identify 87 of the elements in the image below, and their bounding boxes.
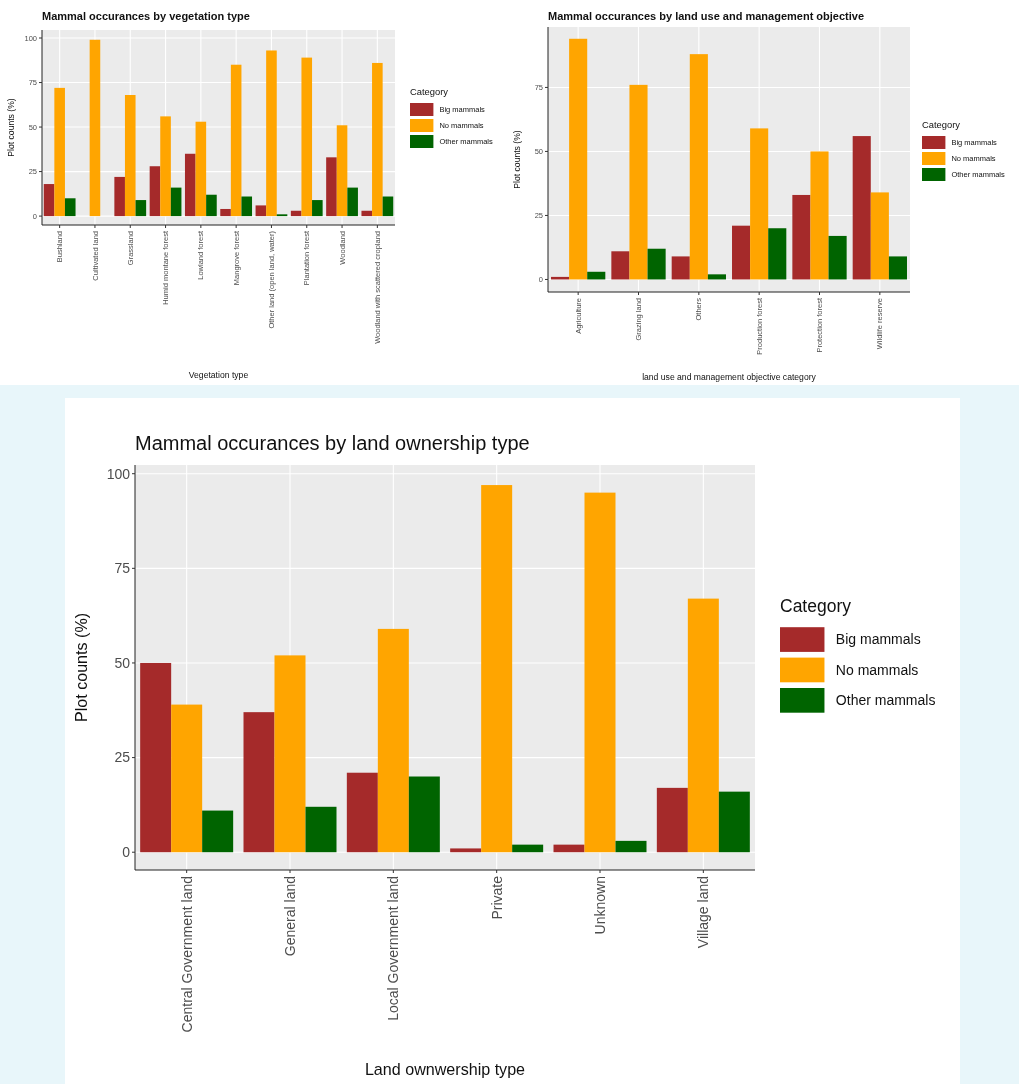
- bar: [647, 248, 666, 280]
- bar: [450, 848, 482, 853]
- legend-title: Category: [922, 120, 961, 130]
- legend-title: Category: [780, 596, 852, 616]
- x-tick-label: Village land: [695, 876, 712, 949]
- y-axis-title: Plot counts (%): [512, 130, 522, 189]
- bar: [615, 840, 647, 853]
- x-axis-title: Vegetation type: [188, 370, 249, 380]
- y-tick-label: 50: [114, 654, 131, 671]
- x-tick-label: Central Government land: [178, 876, 195, 1033]
- legend-label: Other mammals: [835, 692, 936, 709]
- bar: [195, 121, 207, 217]
- bar: [792, 194, 811, 280]
- bar: [140, 662, 172, 853]
- bar: [305, 806, 337, 853]
- bar: [629, 84, 648, 280]
- bar: [301, 57, 313, 217]
- chart-title: Mammal occurances by land use and management objective: [548, 10, 865, 22]
- bar: [707, 274, 726, 280]
- bar: [611, 251, 630, 280]
- bar: [828, 235, 847, 280]
- bar: [718, 791, 750, 853]
- bar: [243, 712, 275, 853]
- chart-title: Mammal occurances by vegetation type: [42, 10, 250, 22]
- legend-title: Category: [410, 87, 449, 97]
- bar: [481, 485, 513, 853]
- bar: [732, 225, 751, 280]
- bar: [569, 38, 588, 280]
- bar: [54, 87, 65, 217]
- bar: [382, 196, 394, 217]
- bar: [160, 116, 171, 217]
- bar: [336, 125, 348, 217]
- bar: [149, 166, 161, 217]
- bar: [170, 187, 182, 217]
- bar: [43, 184, 55, 217]
- x-tick-label: Unknown: [591, 876, 608, 935]
- bar: [870, 192, 889, 280]
- bar: [312, 200, 323, 217]
- bar: [326, 157, 337, 217]
- y-axis-title: Plot counts (%): [72, 612, 90, 723]
- bar: [656, 787, 688, 853]
- bar: [372, 62, 383, 217]
- bar: [184, 153, 196, 217]
- bar: [255, 205, 267, 217]
- legend-label: No mammals: [835, 661, 919, 678]
- x-tick-label: Private: [488, 875, 505, 920]
- bar: [361, 210, 373, 217]
- bar: [230, 64, 242, 217]
- bar: [377, 628, 409, 853]
- bar: [671, 256, 690, 280]
- bar: [553, 844, 585, 853]
- bar: [750, 128, 769, 280]
- bar: [584, 492, 616, 853]
- bar: [274, 655, 306, 853]
- bar: [114, 176, 125, 217]
- chart-title: Mammal occurances by land ownership type: [135, 432, 530, 454]
- bar: [587, 271, 606, 280]
- bar: [135, 200, 147, 217]
- y-tick-label: 0: [122, 844, 131, 861]
- y-tick-label: 75: [114, 560, 131, 577]
- bar: [852, 136, 871, 280]
- x-axis-title: land use and management objective category: [642, 372, 817, 382]
- x-tick-label: General land: [281, 876, 298, 957]
- x-tick-label: Local Government land: [385, 876, 402, 1021]
- bar: [220, 208, 231, 217]
- bar: [124, 95, 136, 217]
- bar: [512, 844, 544, 853]
- bar: [346, 772, 378, 853]
- bar: [64, 198, 76, 217]
- bar: [888, 256, 907, 280]
- bar: [206, 194, 217, 217]
- bar: [171, 704, 203, 853]
- y-tick-label: 100: [106, 465, 131, 482]
- bar: [689, 54, 708, 280]
- bar: [241, 196, 253, 217]
- bar: [687, 598, 719, 853]
- y-tick-label: 25: [114, 749, 131, 766]
- x-axis-title: Land ownwership type: [364, 1060, 526, 1078]
- bar: [768, 228, 787, 280]
- y-axis-title: Plot counts (%): [6, 98, 16, 157]
- bar: [810, 151, 829, 280]
- bar: [202, 810, 234, 853]
- bar: [347, 187, 358, 217]
- bar: [408, 776, 440, 853]
- bar: [89, 39, 101, 217]
- bar: [266, 50, 277, 217]
- legend-label: Big mammals: [835, 631, 921, 648]
